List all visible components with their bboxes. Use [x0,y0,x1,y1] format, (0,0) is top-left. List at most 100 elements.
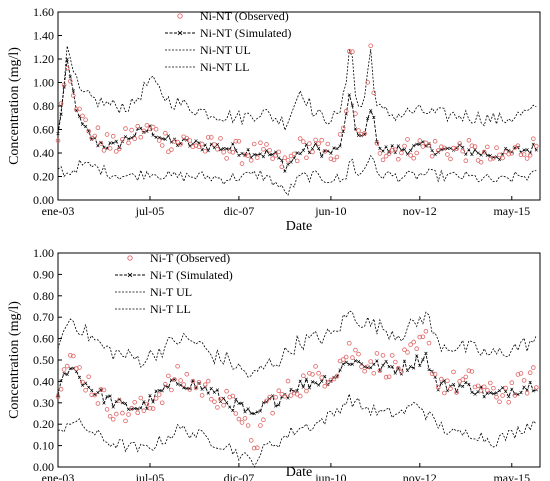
observed-point-top [337,132,343,137]
observed-point-top [533,143,539,149]
observed-point-bottom [487,380,493,386]
observed-point-top [414,150,420,156]
simulated-marker-top [467,148,471,152]
observed-point-bottom [414,346,420,352]
observed-point-bottom [411,339,417,345]
observed-point-bottom [199,393,205,398]
simulated-marker-bottom [488,391,492,395]
observed-point-top [230,150,236,155]
observed-point-top [325,141,331,147]
axis-layer-bottom: 0.00 0.10 0.20 0.30 0.40 0.50 0.60 0.70 0.80 0.90… [33,246,530,481]
simulated-marker-bottom [225,400,229,405]
simulated-marker-bottom [231,408,235,413]
observed-point-top [411,155,417,161]
observed-point-bottom [159,400,165,406]
y-tick-label-top: 0.80 [33,99,54,113]
simulated-marker-bottom [267,397,272,401]
observed-point-top [110,133,116,139]
observed-point-top [383,153,389,159]
observed-point-bottom [80,379,85,385]
simulated-marker-bottom [522,385,526,389]
observed-point-bottom [310,372,315,377]
y-tick-label-top: 1.60 [33,5,54,19]
observed-point-bottom [202,382,208,388]
observed-point-bottom [466,368,472,374]
observed-point-bottom [153,396,159,401]
observed-point-bottom [356,351,361,357]
observed-point-bottom [248,438,254,443]
simulated-marker-top [369,109,373,113]
legend-label-ul-bottom: Ni-T UL [150,285,192,299]
simulated-marker-top [289,160,293,164]
observed-point-top [310,149,315,155]
observed-point-top [359,132,364,137]
observed-point-bottom [497,399,502,405]
simulated-marker-top [415,142,419,146]
simulated-marker-top [310,146,315,151]
simulated-marker-bottom [120,401,125,405]
observed-point-bottom [389,353,395,358]
x-tick-label-top: jun-10 [314,204,346,218]
y-tick-label-bottom: 0.20 [33,417,54,431]
legend-item-observed-bottom: Ni-T (Observed) [127,251,230,265]
simulated-marker-bottom [151,400,155,404]
observed-point-bottom [172,377,177,382]
legend-item-ll-bottom: Ni-T LL [115,302,191,316]
chart-bottom: 0.00 0.10 0.20 0.30 0.40 0.50 0.60 0.70 0.80 0.90… [7,246,541,481]
observed-point-bottom [445,378,450,384]
observed-point-bottom [258,423,263,428]
observed-point-bottom [463,374,469,380]
observed-point-top [187,138,193,143]
observed-point-bottom [475,383,481,389]
simulated-marker-bottom [249,411,253,416]
legend-label-ul-top: Ni-NT UL [200,43,251,57]
x-tick-label-bottom: jul-05 [135,471,165,481]
observed-point-top [518,152,524,158]
simulated-marker-top [231,142,235,146]
observed-point-bottom [132,399,138,405]
observed-point-top [392,147,398,153]
chart-top: 0.00 0.20 0.40 0.60 0.80 1.00 1.20 1.40 1.60 ene-… [7,5,541,234]
observed-point-top [527,152,533,158]
simulated-marker-bottom [408,364,413,369]
observed-point-top [221,150,226,155]
observed-point-bottom [426,340,432,346]
simulated-marker-top [320,154,324,159]
observed-point-bottom [353,347,358,353]
observed-point-bottom [399,369,404,375]
y-tick-label-top: 1.40 [33,29,54,43]
observed-point-bottom [273,394,279,400]
observed-point-top [153,127,159,132]
observed-point-bottom [451,369,456,375]
simulated-marker-bottom [80,383,85,387]
simulated-marker-bottom [396,366,400,370]
simulated-marker-bottom [507,394,511,399]
simulated-marker-top [102,145,106,149]
observed-point-bottom [300,373,306,379]
simulated-marker-bottom [445,389,450,393]
observed-point-top [300,139,306,144]
simulated-marker-top [396,144,400,148]
simulated-marker-bottom [240,401,244,405]
legend-x-bottom [127,272,133,278]
legend-x-top [177,30,183,36]
observed-point-bottom [377,368,383,374]
observed-point-top [472,144,478,149]
observed-point-bottom [239,420,245,425]
x-tick-label-top: dic-07 [224,204,255,218]
simulated-marker-top [488,153,492,158]
observed-point-bottom [533,385,539,390]
simulated-marker-top [286,162,290,167]
observed-point-bottom [71,353,76,359]
legend-top: Ni-NT (Observed) Ni-NT (Simulated) Ni-NT… [165,9,291,74]
observed-point-bottom [408,342,413,347]
simulated-marker-top [412,144,416,148]
legend-label-observed-top: Ni-NT (Observed) [200,9,289,23]
observed-point-top [273,153,279,158]
simulated-marker-bottom [90,388,94,393]
series-simulated-line-top [57,59,537,173]
observed-point-top [129,127,134,133]
simulated-marker-top [225,147,229,151]
observed-point-bottom [518,371,524,376]
simulated-marker-bottom [160,389,164,393]
